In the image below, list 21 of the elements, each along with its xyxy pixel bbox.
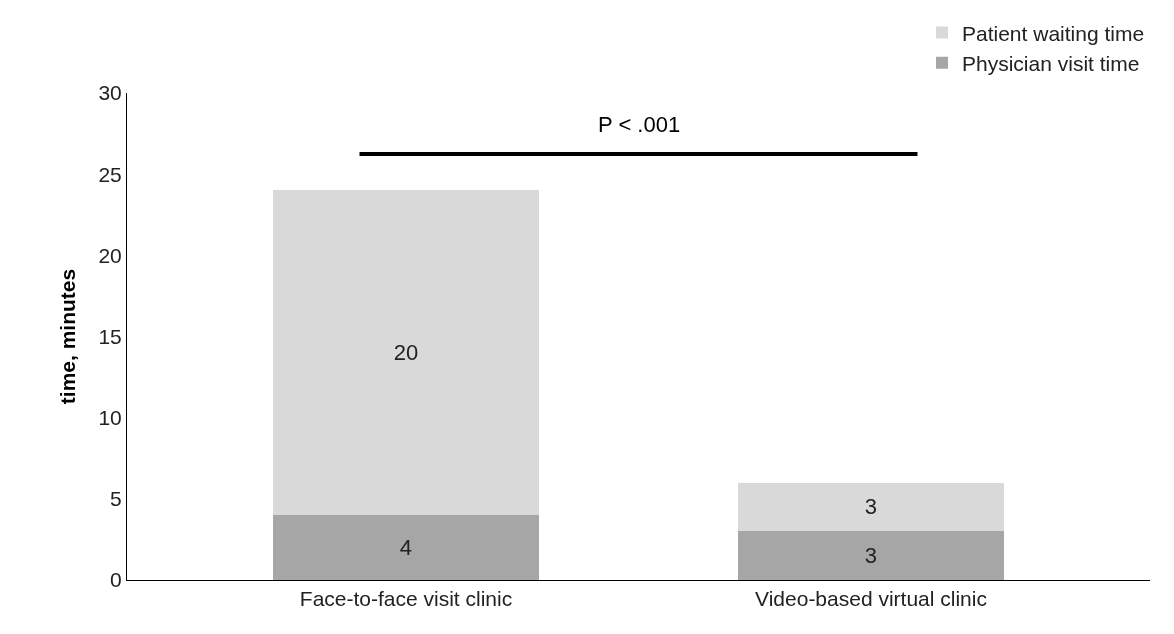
data-label: 3 (864, 543, 878, 569)
bar (738, 482, 1004, 532)
legend-label: Patient waiting time (962, 21, 1145, 45)
y-tick-label: 10 (98, 406, 122, 430)
x-tick-label: Video-based virtual clinic (755, 587, 987, 611)
y-tick-label: 30 (98, 81, 122, 105)
y-tick-label: 25 (98, 162, 122, 186)
data-label: 3 (864, 494, 878, 520)
legend-label: Physician visit time (962, 51, 1140, 75)
bar (273, 190, 539, 516)
x-tick-label: Face-to-face visit clinic (299, 587, 513, 611)
y-tick-label: 0 (110, 568, 122, 592)
bar (738, 531, 1004, 580)
bar (273, 515, 539, 580)
data-label: 4 (399, 535, 413, 561)
y-axis-title: time, minutes (56, 268, 79, 405)
data-label: 20 (393, 340, 419, 366)
y-tick-label: 15 (98, 324, 122, 348)
y-tick-label: 20 (98, 243, 122, 267)
y-tick-label: 5 (110, 487, 122, 511)
annotation: P < .001 (598, 112, 681, 137)
